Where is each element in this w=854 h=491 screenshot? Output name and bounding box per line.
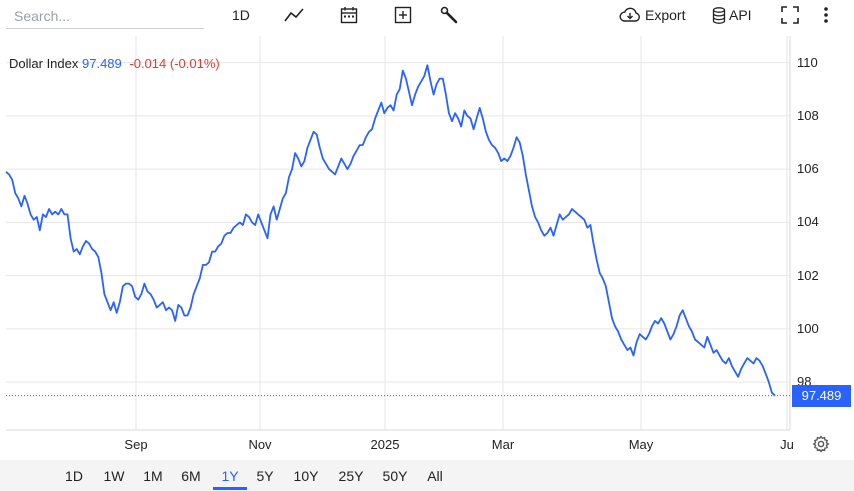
date-range-button[interactable]	[340, 4, 358, 26]
add-box-icon	[394, 6, 412, 24]
range-button-50y[interactable]: 50Y	[382, 468, 408, 484]
calendar-icon	[340, 7, 358, 24]
x-tick-label: Nov	[248, 437, 272, 452]
chart-settings-button[interactable]	[812, 435, 830, 458]
range-button-6m[interactable]: 6M	[181, 468, 201, 484]
fullscreen-icon	[781, 6, 799, 24]
legend-value: 97.489	[82, 56, 122, 71]
last-price-label: 97.489	[801, 388, 842, 404]
api-button[interactable]: API	[712, 4, 752, 26]
active-range-indicator	[213, 487, 247, 490]
y-tick-label: 106	[797, 161, 819, 177]
cloud-download-icon	[619, 7, 640, 22]
chart-legend: Dollar Index 97.489 -0.014 (-0.01%)	[9, 56, 220, 71]
x-tick-label: Mar	[491, 437, 515, 452]
chart-type-button[interactable]	[284, 4, 304, 26]
range-button-1d[interactable]: 1D	[65, 468, 83, 484]
export-button[interactable]: Export	[619, 4, 685, 26]
legend-name: Dollar Index	[9, 56, 79, 71]
toolbar: 1D Export	[0, 0, 854, 32]
gear-icon	[812, 435, 830, 453]
range-button-5y[interactable]: 5Y	[256, 468, 274, 484]
search-input[interactable]	[6, 3, 204, 29]
y-tick-label: 100	[797, 320, 819, 336]
line-chart-icon	[284, 8, 304, 22]
database-icon	[712, 6, 726, 24]
api-label: API	[729, 7, 752, 23]
price-chart[interactable]	[0, 32, 854, 460]
y-tick-label: 110	[797, 54, 818, 70]
x-tick-label: Sep	[124, 437, 148, 452]
y-tick-label: 102	[797, 267, 819, 283]
range-selector	[0, 460, 854, 491]
range-button-1w[interactable]: 1W	[103, 468, 125, 484]
tools-button[interactable]	[440, 4, 458, 26]
range-button-1y[interactable]: 1Y	[221, 468, 239, 484]
interval-button[interactable]: 1D	[232, 4, 250, 26]
wrench-icon	[440, 6, 458, 24]
x-tick-label: Ju	[780, 437, 794, 452]
x-tick-label: May	[628, 437, 654, 452]
legend-change: -0.014 (-0.01%)	[129, 56, 220, 71]
y-tick-label: 108	[797, 107, 819, 123]
fullscreen-button[interactable]	[781, 4, 799, 26]
interval-label: 1D	[232, 7, 250, 23]
range-button-all[interactable]: All	[427, 468, 443, 484]
x-tick-label: 2025	[370, 437, 400, 452]
last-price-tag: 97.489	[792, 384, 851, 407]
more-options-button[interactable]	[823, 4, 829, 26]
range-button-25y[interactable]: 25Y	[338, 468, 364, 484]
y-tick-label: 104	[797, 214, 819, 230]
export-label: Export	[645, 7, 686, 23]
series-line-dollar-index	[5, 64, 776, 397]
range-button-1m[interactable]: 1M	[143, 468, 163, 484]
more-vertical-icon	[824, 7, 828, 23]
range-button-10y[interactable]: 10Y	[293, 468, 319, 484]
add-comparison-button[interactable]	[394, 4, 412, 26]
